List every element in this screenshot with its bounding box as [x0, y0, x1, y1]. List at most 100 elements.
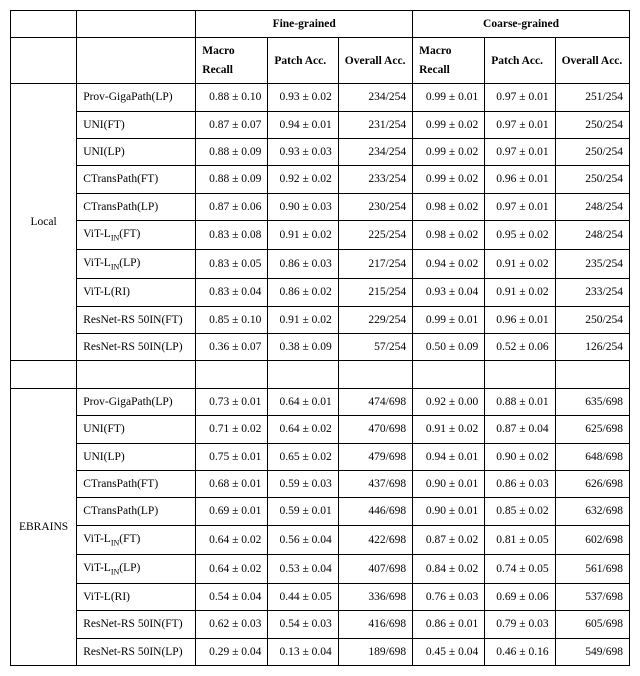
table-row: ViT-LIN(LP)0.83 ± 0.050.86 ± 0.03217/254… — [11, 250, 630, 279]
value-cell: 605/698 — [555, 611, 629, 638]
method-cell: CTransPath(LP) — [77, 498, 196, 525]
table-row: EBRAINSProv-GigaPath(LP)0.73 ± 0.010.64 … — [11, 388, 630, 415]
value-cell: 0.88 ± 0.09 — [196, 166, 268, 193]
table-row: ResNet-RS 50IN(FT)0.62 ± 0.030.54 ± 0.03… — [11, 611, 630, 638]
method-cell: ResNet-RS 50IN(FT) — [77, 611, 196, 638]
sub-fine-patch: Patch Acc. — [268, 38, 338, 84]
value-cell: 0.74 ± 0.05 — [485, 554, 555, 583]
table-row: ViT-L(RI)0.54 ± 0.040.44 ± 0.05336/6980.… — [11, 584, 630, 611]
value-cell: 0.96 ± 0.01 — [485, 166, 555, 193]
value-cell: 0.90 ± 0.03 — [268, 193, 338, 220]
value-cell: 0.59 ± 0.01 — [268, 498, 338, 525]
value-cell: 0.93 ± 0.02 — [268, 84, 338, 111]
value-cell: 635/698 — [555, 388, 629, 415]
spacer-cell — [338, 361, 412, 388]
value-cell: 248/254 — [555, 193, 629, 220]
corner-cell-1 — [11, 11, 77, 38]
value-cell: 0.97 ± 0.01 — [485, 111, 555, 138]
value-cell: 422/698 — [338, 525, 412, 554]
value-cell: 0.76 ± 0.03 — [413, 584, 485, 611]
value-cell: 250/254 — [555, 111, 629, 138]
value-cell: 0.29 ± 0.04 — [196, 638, 268, 665]
table-row: ResNet-RS 50IN(LP)0.29 ± 0.040.13 ± 0.04… — [11, 638, 630, 665]
value-cell: 235/254 — [555, 250, 629, 279]
value-cell: 126/254 — [555, 334, 629, 361]
table-row: UNI(FT)0.71 ± 0.020.64 ± 0.02470/6980.91… — [11, 416, 630, 443]
corner-cell-3 — [11, 38, 77, 84]
value-cell: 233/254 — [555, 279, 629, 306]
table-row: UNI(LP)0.88 ± 0.090.93 ± 0.03234/2540.99… — [11, 138, 630, 165]
table-body: LocalProv-GigaPath(LP)0.88 ± 0.100.93 ± … — [11, 84, 630, 666]
value-cell: 0.65 ± 0.02 — [268, 443, 338, 470]
spacer-cell — [268, 361, 338, 388]
value-cell: 0.87 ± 0.07 — [196, 111, 268, 138]
value-cell: 0.86 ± 0.03 — [268, 250, 338, 279]
sub-coarse-patch: Patch Acc. — [485, 38, 555, 84]
value-cell: 250/254 — [555, 138, 629, 165]
value-cell: 407/698 — [338, 554, 412, 583]
value-cell: 0.68 ± 0.01 — [196, 471, 268, 498]
method-cell: ViT-LIN(FT) — [77, 221, 196, 250]
spacer-cell — [196, 361, 268, 388]
value-cell: 0.38 ± 0.09 — [268, 334, 338, 361]
value-cell: 248/254 — [555, 221, 629, 250]
value-cell: 0.91 ± 0.02 — [485, 279, 555, 306]
value-cell: 470/698 — [338, 416, 412, 443]
value-cell: 0.90 ± 0.01 — [413, 498, 485, 525]
table-row: CTransPath(FT)0.88 ± 0.090.92 ± 0.02233/… — [11, 166, 630, 193]
value-cell: 0.50 ± 0.09 — [413, 334, 485, 361]
value-cell: 225/254 — [338, 221, 412, 250]
value-cell: 0.99 ± 0.02 — [413, 166, 485, 193]
value-cell: 0.13 ± 0.04 — [268, 638, 338, 665]
method-cell: CTransPath(FT) — [77, 471, 196, 498]
value-cell: 0.62 ± 0.03 — [196, 611, 268, 638]
value-cell: 0.90 ± 0.02 — [485, 443, 555, 470]
method-cell: CTransPath(FT) — [77, 166, 196, 193]
value-cell: 0.54 ± 0.03 — [268, 611, 338, 638]
value-cell: 0.99 ± 0.02 — [413, 111, 485, 138]
method-cell: ViT-L(RI) — [77, 279, 196, 306]
value-cell: 0.87 ± 0.06 — [196, 193, 268, 220]
method-cell: ResNet-RS 50IN(FT) — [77, 306, 196, 333]
value-cell: 0.64 ± 0.02 — [268, 416, 338, 443]
corner-cell-2 — [77, 11, 196, 38]
value-cell: 0.45 ± 0.04 — [413, 638, 485, 665]
value-cell: 234/254 — [338, 138, 412, 165]
value-cell: 474/698 — [338, 388, 412, 415]
value-cell: 0.71 ± 0.02 — [196, 416, 268, 443]
table-row: UNI(LP)0.75 ± 0.010.65 ± 0.02479/6980.94… — [11, 443, 630, 470]
value-cell: 0.98 ± 0.02 — [413, 221, 485, 250]
value-cell: 0.59 ± 0.03 — [268, 471, 338, 498]
table-row: CTransPath(FT)0.68 ± 0.010.59 ± 0.03437/… — [11, 471, 630, 498]
value-cell: 250/254 — [555, 166, 629, 193]
table-row: ResNet-RS 50IN(LP)0.36 ± 0.070.38 ± 0.09… — [11, 334, 630, 361]
corner-cell-4 — [77, 38, 196, 84]
value-cell: 537/698 — [555, 584, 629, 611]
value-cell: 233/254 — [338, 166, 412, 193]
method-cell: Prov-GigaPath(LP) — [77, 388, 196, 415]
value-cell: 0.85 ± 0.02 — [485, 498, 555, 525]
group-label: Local — [11, 84, 77, 361]
table-row: ViT-L(RI)0.83 ± 0.040.86 ± 0.02215/2540.… — [11, 279, 630, 306]
value-cell: 0.93 ± 0.03 — [268, 138, 338, 165]
value-cell: 549/698 — [555, 638, 629, 665]
method-cell: UNI(FT) — [77, 416, 196, 443]
sub-fine-overall: Overall Acc. — [338, 38, 412, 84]
value-cell: 230/254 — [338, 193, 412, 220]
value-cell: 0.99 ± 0.01 — [413, 84, 485, 111]
table-row: ViT-LIN(LP)0.64 ± 0.020.53 ± 0.04407/698… — [11, 554, 630, 583]
value-cell: 0.64 ± 0.02 — [196, 554, 268, 583]
value-cell: 0.64 ± 0.01 — [268, 388, 338, 415]
value-cell: 0.99 ± 0.02 — [413, 138, 485, 165]
value-cell: 0.85 ± 0.10 — [196, 306, 268, 333]
value-cell: 0.75 ± 0.01 — [196, 443, 268, 470]
value-cell: 0.96 ± 0.01 — [485, 306, 555, 333]
value-cell: 0.52 ± 0.06 — [485, 334, 555, 361]
value-cell: 561/698 — [555, 554, 629, 583]
method-cell: ResNet-RS 50IN(LP) — [77, 638, 196, 665]
value-cell: 0.87 ± 0.02 — [413, 525, 485, 554]
spacer-row — [11, 361, 630, 388]
value-cell: 217/254 — [338, 250, 412, 279]
value-cell: 250/254 — [555, 306, 629, 333]
value-cell: 0.90 ± 0.01 — [413, 471, 485, 498]
